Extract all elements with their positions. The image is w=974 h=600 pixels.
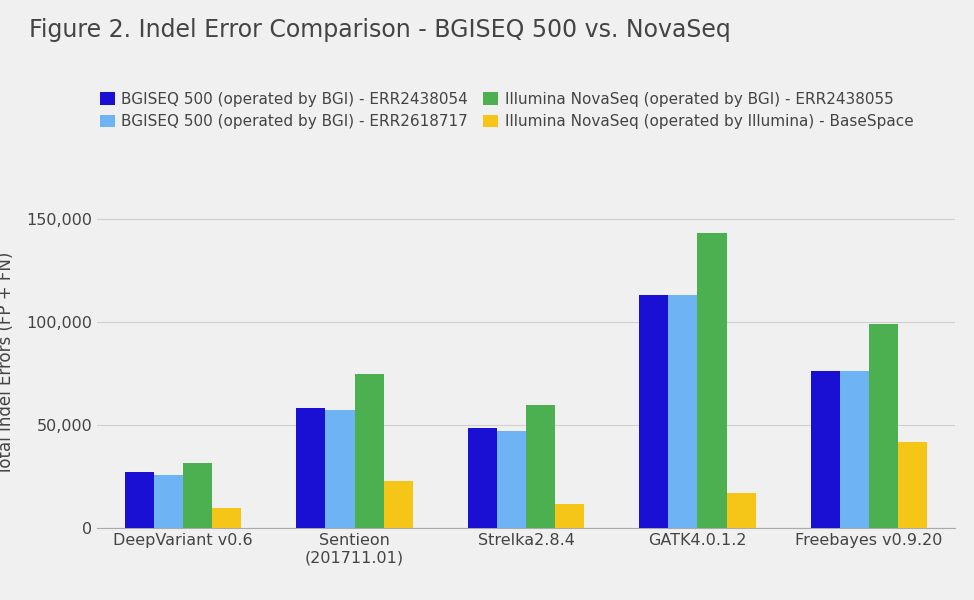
Legend: BGISEQ 500 (operated by BGI) - ERR2438054, BGISEQ 500 (operated by BGI) - ERR261: BGISEQ 500 (operated by BGI) - ERR243805… (94, 86, 919, 136)
Bar (154, 475, 183, 528)
Bar (555, 504, 584, 528)
Bar (355, 374, 384, 528)
Bar (810, 371, 840, 528)
Bar (212, 508, 242, 528)
Bar (468, 428, 497, 528)
Bar (840, 371, 869, 528)
Bar (325, 410, 355, 528)
Bar (125, 472, 154, 528)
Bar (697, 233, 727, 528)
Bar (898, 442, 927, 528)
Text: Figure 2. Indel Error Comparison - BGISEQ 500 vs. NovaSeq: Figure 2. Indel Error Comparison - BGISE… (29, 18, 730, 42)
Bar (526, 405, 555, 528)
Bar (296, 409, 325, 528)
Bar (668, 295, 697, 528)
Bar (384, 481, 413, 528)
Bar (727, 493, 756, 528)
Bar (869, 324, 898, 528)
Bar (183, 463, 212, 528)
Y-axis label: Total Indel Errors (FP + FN): Total Indel Errors (FP + FN) (0, 251, 16, 475)
Bar (497, 431, 526, 528)
Bar (639, 295, 668, 528)
